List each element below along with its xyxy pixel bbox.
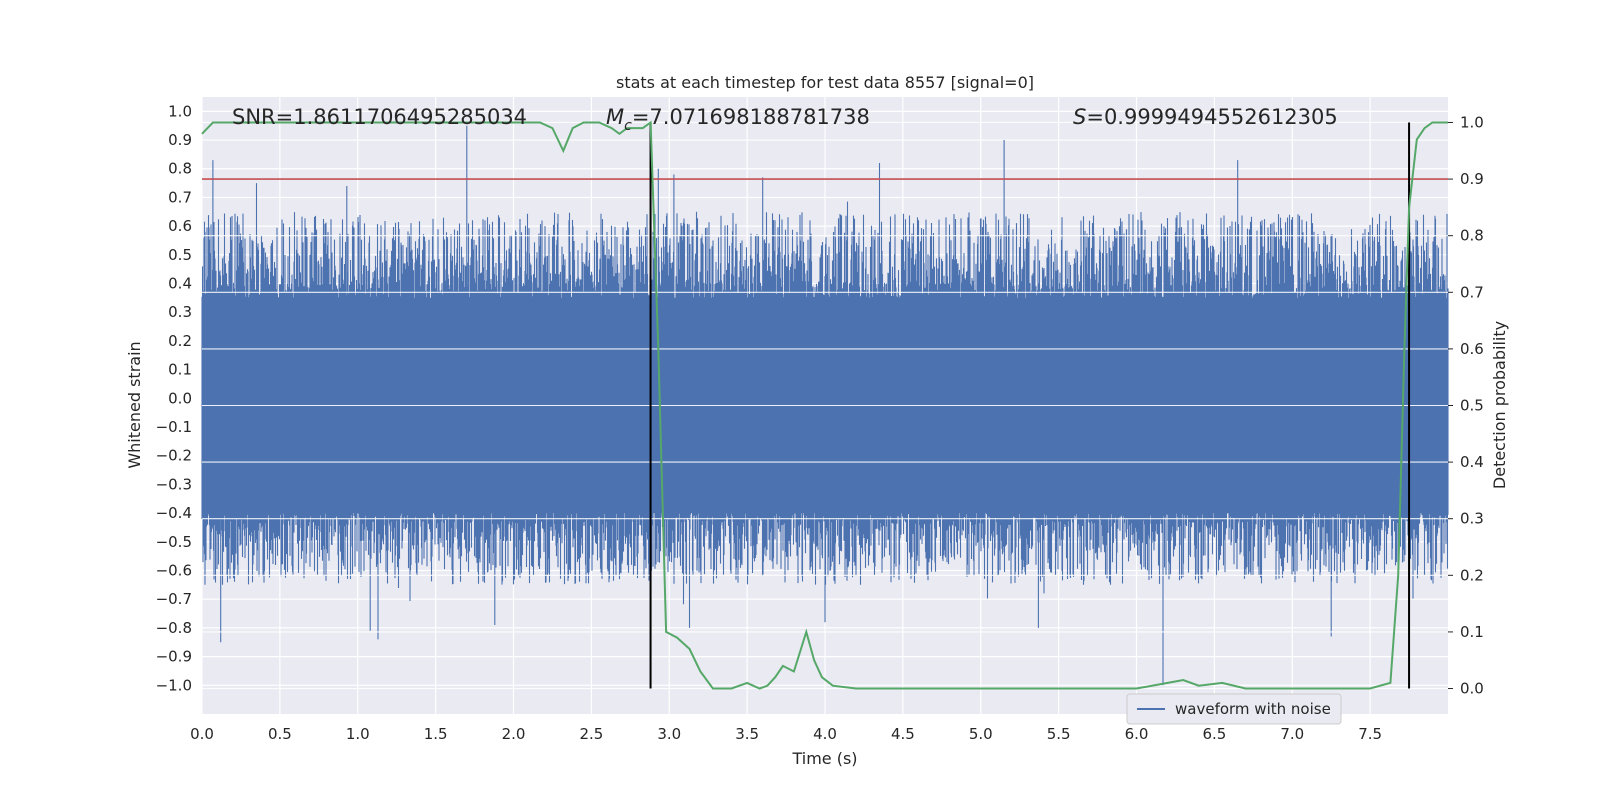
y-axis-label: Whitened strain [125, 341, 144, 468]
y-tick-label: 0.5 [168, 246, 192, 264]
x-tick-label: 7.5 [1358, 725, 1382, 743]
statistic-symbol: S [1073, 105, 1086, 129]
chirp-mass-annotation: Mc=7.071698188781738 [606, 105, 870, 134]
y-tick-label: −0.2 [156, 447, 192, 465]
y2-tick-label: 0.6 [1460, 340, 1484, 358]
y-tick-label: 0.0 [168, 389, 192, 407]
x-tick-label: 3.5 [735, 725, 759, 743]
y2-tick-label: 0.9 [1460, 170, 1484, 188]
y2-tick-label: 0.5 [1460, 397, 1484, 415]
detection-probability-line [201, 120, 1448, 690]
y2-tick-label: 0.3 [1460, 510, 1484, 528]
y-tick-label: −0.4 [156, 504, 192, 522]
x-tick-label: 6.0 [1125, 725, 1149, 743]
x-tick-label: 0.5 [268, 725, 292, 743]
y2-tick-label: 0.0 [1460, 680, 1484, 698]
x-tick-label: 1.0 [346, 725, 370, 743]
y-tick-label: −0.3 [156, 475, 192, 493]
y2-tick-label: 0.8 [1460, 227, 1484, 245]
y2-tick-label: 0.7 [1460, 283, 1484, 301]
y-tick-label: −0.9 [156, 648, 192, 666]
x-tick-label: 6.5 [1202, 725, 1226, 743]
y-tick-label: 0.9 [168, 131, 192, 149]
y-tick-label: 0.2 [168, 332, 192, 350]
overlay-layer [201, 120, 1448, 690]
y-tick-label: 0.8 [168, 160, 192, 178]
y-tick-label: −0.5 [156, 533, 192, 551]
x-tick-label: 2.5 [579, 725, 603, 743]
x-tick-label: 3.0 [657, 725, 681, 743]
y-tick-label: −0.7 [156, 590, 192, 608]
x-tick-label: 1.5 [424, 725, 448, 743]
chirp-mass-symbol: M [606, 105, 624, 129]
y-tick-label: −1.0 [156, 676, 192, 694]
chirp-mass-value: =7.071698188781738 [632, 105, 870, 129]
x-tick-label: 0.0 [190, 725, 214, 743]
x-tick-label: 4.0 [813, 725, 837, 743]
x-tick-label: 5.5 [1047, 725, 1071, 743]
legend-box [1126, 693, 1342, 725]
y-tick-label: 0.7 [168, 188, 192, 206]
legend: waveform with noise [1126, 693, 1342, 725]
legend-label-waveform: waveform with noise [1175, 700, 1331, 718]
y-tick-label: −0.8 [156, 619, 192, 637]
x-tick-label: 7.0 [1280, 725, 1304, 743]
x-tick-label: 4.5 [891, 725, 915, 743]
y2-tick-label: 0.1 [1460, 623, 1484, 641]
statistic-annotation: S=0.9999494552612305 [1073, 105, 1338, 129]
y2-tick-label: 0.2 [1460, 566, 1484, 584]
x-tick-label: 5.0 [969, 725, 993, 743]
axis-layer: 1.0 0.9 0.8 0.7 0.6 0.5 0.4 0.3 0.2 0.1 0.0 −0.1 −0.… [156, 102, 1484, 743]
y2-tick-label: 1.0 [1460, 113, 1484, 131]
y-tick-label: −0.1 [156, 418, 192, 436]
chirp-mass-subscript: c [624, 118, 632, 134]
y-tick-label: 0.4 [168, 275, 192, 293]
y2-tick-label: 0.4 [1460, 453, 1484, 471]
x-tick-label: 2.0 [502, 725, 526, 743]
y2-axis-label: Detection probability [1490, 321, 1509, 489]
chart-title: stats at each timestep for test data 855… [616, 73, 1034, 92]
y-tick-label: 0.3 [168, 303, 192, 321]
statistic-value: =0.9999494552612305 [1086, 105, 1337, 129]
y-tick-label: 0.1 [168, 361, 192, 379]
y-tick-label: 1.0 [168, 102, 192, 120]
x-axis-label: Time (s) [791, 749, 857, 768]
y-tick-label: −0.6 [156, 562, 192, 580]
y-tick-label: 0.6 [168, 217, 192, 235]
snr-annotation: SNR=1.8611706495285034 [232, 105, 527, 129]
